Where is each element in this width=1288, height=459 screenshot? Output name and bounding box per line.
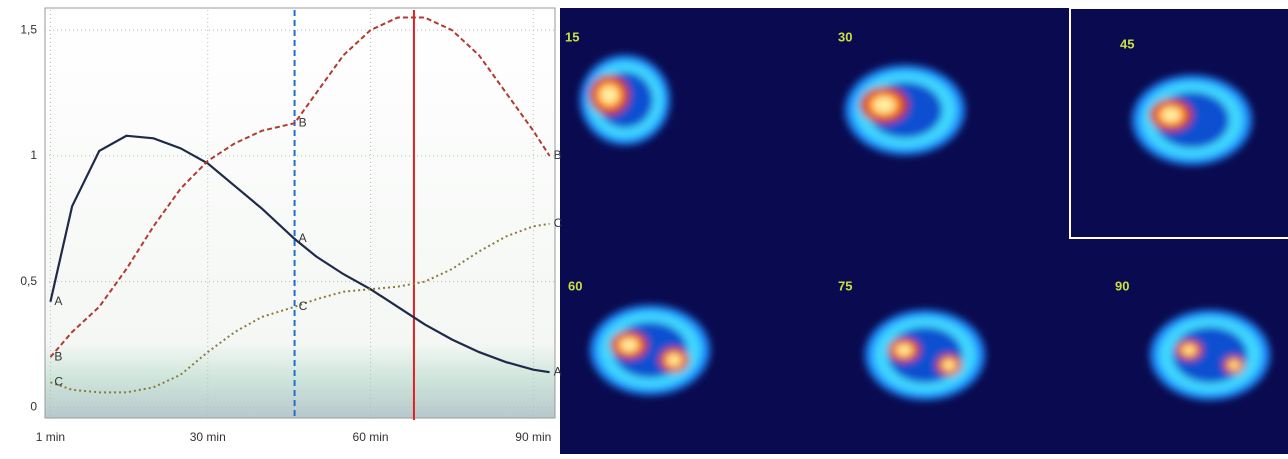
- frame-label: 30: [838, 29, 852, 44]
- y-tick-label: 1: [30, 148, 37, 162]
- frame-label: 60: [568, 278, 582, 293]
- scan-layer: [621, 339, 638, 352]
- scan-layer: [667, 354, 680, 365]
- scan-layer: [1161, 108, 1180, 122]
- point-label: A: [554, 364, 562, 378]
- point-label: A: [299, 231, 307, 245]
- scan-image: [1132, 75, 1252, 165]
- figure: 00,511,51 min30 min60 min90 minAAABBBCCC…: [0, 0, 1288, 454]
- y-tick-label: 0: [30, 400, 37, 414]
- scan-layer: [1229, 361, 1239, 369]
- frame-label: 45: [1120, 36, 1134, 51]
- scan-image: [590, 305, 710, 395]
- scan-layer: [1183, 346, 1195, 355]
- point-label: C: [54, 374, 63, 388]
- frame-label: 90: [1115, 278, 1129, 293]
- point-label: C: [299, 299, 308, 313]
- scan-image: [865, 310, 985, 400]
- frame-label: 15: [565, 29, 579, 44]
- plot-area: [45, 8, 555, 418]
- y-tick-label: 0,5: [20, 274, 37, 288]
- x-tick-label: 60 min: [353, 430, 389, 444]
- page: 00,511,51 min30 min60 min90 minAAABBBCCC…: [0, 0, 1288, 454]
- point-label: B: [54, 349, 62, 363]
- scan-image: [845, 65, 965, 155]
- x-tick-label: 90 min: [515, 430, 551, 444]
- scan-layer: [873, 97, 895, 113]
- x-tick-label: 30 min: [190, 430, 226, 444]
- scan-layer: [943, 360, 955, 370]
- frame-label: 75: [838, 278, 852, 293]
- x-tick-label: 1 min: [36, 430, 65, 444]
- scan-image: [1150, 310, 1270, 400]
- point-label: C: [554, 216, 563, 230]
- scan-image: [580, 55, 670, 145]
- point-label: A: [54, 294, 62, 308]
- point-label: B: [554, 148, 562, 162]
- scan-layer: [600, 86, 618, 104]
- point-label: B: [299, 115, 307, 129]
- y-tick-label: 1,5: [20, 22, 37, 36]
- scan-layer: [897, 345, 911, 356]
